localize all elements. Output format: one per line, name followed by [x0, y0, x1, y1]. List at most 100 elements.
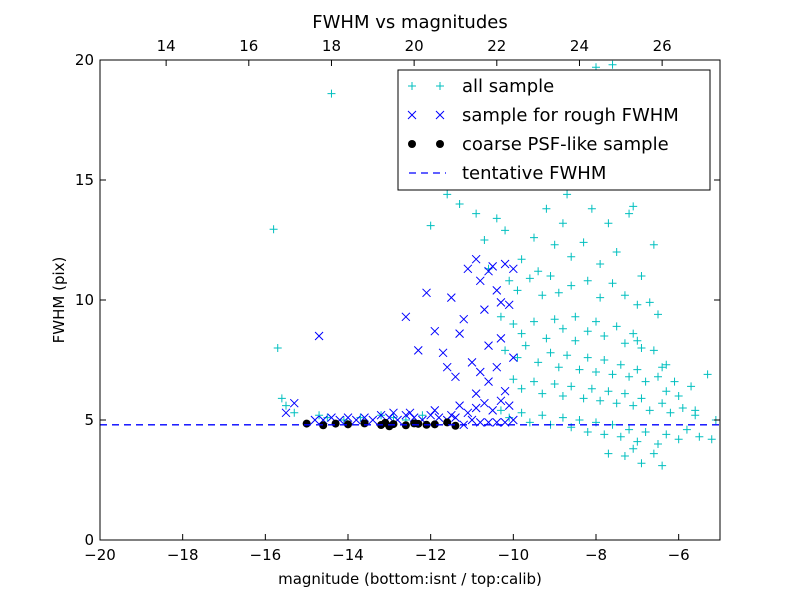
data-point-circle	[414, 419, 423, 428]
data-point-plus	[550, 240, 559, 249]
data-point-x	[459, 314, 469, 324]
data-point-circle	[360, 419, 369, 428]
data-point-plus	[550, 315, 559, 324]
data-point-plus	[596, 260, 605, 268]
data-point-plus	[654, 310, 662, 319]
data-point-x	[351, 415, 361, 425]
data-point-x	[500, 386, 510, 396]
data-point-plus	[554, 288, 563, 297]
data-point-plus	[542, 334, 551, 343]
data-point-plus	[608, 370, 617, 379]
data-point-x	[376, 410, 386, 420]
data-point-plus	[662, 430, 671, 439]
series-x-points	[281, 254, 518, 430]
data-point-plus	[600, 430, 609, 439]
data-point-plus	[596, 293, 605, 302]
data-point-plus	[563, 190, 572, 199]
top-x-tick-label: 22	[487, 37, 506, 55]
data-point-plus	[645, 406, 654, 415]
data-point-circle	[302, 419, 311, 428]
data-point-plus	[567, 281, 576, 290]
data-point-plus	[612, 248, 621, 256]
data-point-plus	[525, 274, 534, 283]
data-point-plus	[455, 200, 464, 208]
data-point-plus	[625, 372, 634, 381]
data-point-plus	[633, 437, 642, 446]
data-point-x	[471, 389, 481, 398]
data-point-plus	[670, 377, 679, 386]
data-point-plus	[517, 329, 526, 338]
data-point-x	[475, 276, 485, 286]
data-point-plus	[691, 406, 700, 415]
data-point-x	[314, 331, 324, 341]
data-point-plus	[558, 392, 567, 400]
data-point-plus	[645, 298, 654, 307]
data-point-x	[496, 396, 506, 406]
data-point-plus	[658, 363, 667, 372]
data-point-x	[389, 408, 398, 418]
legend-label: coarse PSF-like sample	[462, 134, 669, 155]
data-point-plus	[571, 312, 580, 321]
data-point-x	[508, 415, 518, 425]
top-x-tick-label: 16	[239, 37, 258, 55]
y-tick-label: 10	[75, 291, 94, 309]
data-point-x	[455, 401, 464, 410]
data-point-plus	[567, 252, 576, 261]
y-tick-label: 5	[84, 411, 94, 429]
data-point-plus	[658, 399, 667, 408]
data-point-plus	[513, 353, 522, 362]
data-point-plus	[492, 214, 501, 223]
legend-swatch-plus	[436, 82, 444, 90]
data-point-circle	[385, 422, 394, 431]
data-point-plus	[703, 370, 712, 379]
legend-swatch-x	[435, 110, 445, 120]
data-point-x	[281, 408, 291, 418]
data-point-plus	[641, 428, 650, 436]
data-point-plus	[530, 377, 538, 386]
data-point-plus	[315, 411, 324, 420]
data-point-plus	[509, 320, 518, 328]
data-point-plus	[604, 219, 613, 228]
data-point-x	[401, 312, 411, 322]
data-point-x	[430, 406, 440, 415]
data-point-plus	[339, 416, 348, 424]
data-point-x	[492, 286, 502, 295]
data-point-x	[446, 410, 456, 420]
data-point-x	[480, 305, 489, 314]
data-point-plus	[575, 365, 584, 374]
data-point-circle	[319, 421, 328, 430]
data-point-plus	[637, 459, 646, 468]
data-point-plus	[505, 413, 514, 422]
y-axis-label: FWHM (pix)	[50, 257, 68, 344]
data-point-plus	[509, 375, 518, 384]
data-point-x	[451, 413, 460, 422]
data-point-plus	[620, 291, 629, 300]
series-circle-points	[302, 418, 460, 431]
x-tick-label: −20	[84, 546, 116, 564]
data-point-plus	[546, 348, 555, 357]
data-point-x	[455, 329, 464, 338]
data-point-plus	[501, 226, 510, 235]
data-point-x	[471, 403, 481, 413]
data-point-plus	[418, 411, 427, 420]
legend-entry: tentative FWHM	[409, 163, 606, 184]
data-point-x	[434, 413, 444, 422]
legend-swatch-plus	[408, 82, 416, 90]
plot-area-content	[100, 60, 720, 470]
data-point-plus	[583, 428, 592, 436]
data-point-plus	[530, 233, 538, 242]
data-point-x	[467, 415, 477, 425]
data-point-plus	[687, 382, 696, 391]
legend-entry: sample for rough FWHM	[407, 105, 679, 126]
data-point-plus	[633, 300, 642, 309]
data-point-plus	[496, 312, 505, 321]
data-point-plus	[625, 425, 634, 434]
data-point-plus	[629, 202, 638, 211]
data-point-x	[438, 348, 448, 358]
data-point-plus	[682, 425, 691, 434]
data-point-plus	[583, 327, 592, 336]
data-point-plus	[558, 219, 567, 228]
top-x-tick-label: 26	[653, 37, 672, 55]
data-point-plus	[620, 452, 629, 460]
